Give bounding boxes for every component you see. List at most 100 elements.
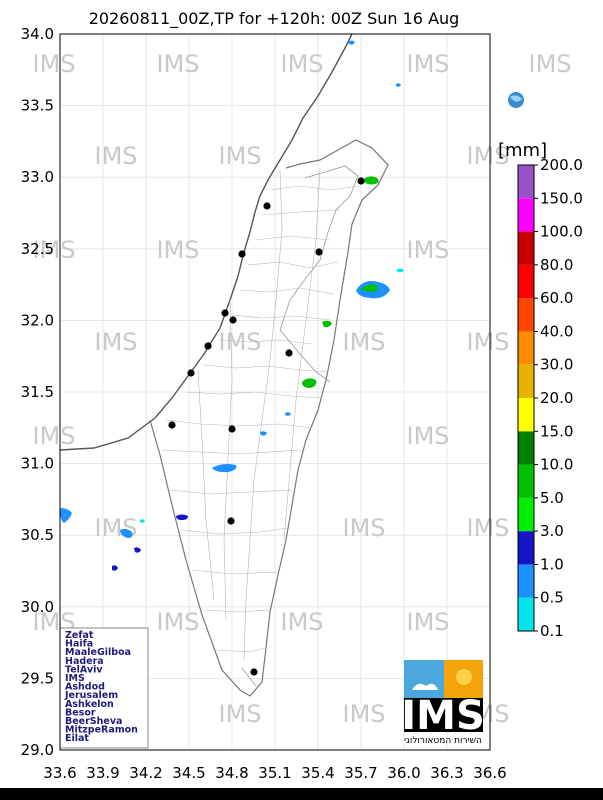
ims-logo: IMS השירות המטאורולוגי	[401, 660, 485, 746]
precip-patch	[260, 431, 267, 436]
ims-watermark: IMS	[466, 142, 509, 170]
admin-boundary	[161, 449, 301, 455]
city-marker	[263, 202, 271, 210]
admin-boundary	[185, 391, 323, 399]
admin-boundary	[203, 609, 271, 613]
y-tick-label: 33.5	[21, 97, 54, 115]
colorbar-swatch	[518, 398, 534, 432]
colorbar-swatch	[518, 531, 534, 565]
city-legend-item: Jerusalem	[64, 690, 118, 701]
inner-border	[241, 165, 359, 687]
colorbar-tick-label: 60.0	[540, 289, 573, 307]
colorbar-tick-label: 0.5	[540, 589, 564, 607]
city-legend-item: Eilat	[65, 733, 89, 744]
precip-patch	[176, 514, 188, 520]
colorbar-tick-label: 0.1	[540, 622, 564, 640]
y-tick-label: 30.0	[21, 598, 54, 616]
city-legend-item: MitzpeRamon	[65, 725, 138, 736]
colorbar-tick-label: 10.0	[540, 456, 573, 474]
precip-patch	[134, 547, 141, 553]
city-legend-list: ZefatHaifaMaaleGilboaHaderaTelAvivIMSAsh…	[64, 630, 138, 744]
ims-watermark: IMS	[156, 236, 199, 264]
colorbar-tick-label: 20.0	[540, 389, 573, 407]
y-tick-label: 32.0	[21, 311, 54, 329]
logo-dark-band	[404, 698, 483, 732]
colorbar-tick-label: 150.0	[540, 189, 583, 207]
precip-patch	[60, 508, 72, 523]
admin-boundary	[269, 185, 361, 191]
colorbar-swatch	[518, 597, 534, 631]
city-marker	[229, 316, 237, 324]
precip-patch	[360, 284, 378, 292]
precip-patch	[396, 83, 401, 87]
city-marker	[357, 177, 365, 185]
city-marker	[315, 248, 323, 256]
colorbar-unit: [mm]	[498, 140, 547, 161]
ims-watermark: IMS	[94, 514, 137, 542]
admin-boundary	[243, 169, 283, 661]
colorbar-swatch	[518, 464, 534, 498]
colorbar-tick-label: 1.0	[540, 555, 564, 573]
ims-watermark: IMS	[218, 700, 261, 728]
y-tick-label: 32.5	[21, 240, 54, 258]
y-tick-label: 29.5	[21, 669, 54, 687]
admin-boundary	[169, 489, 293, 495]
globe-highlight	[510, 95, 522, 102]
admin-boundary	[219, 339, 313, 345]
precip-patch	[363, 176, 379, 185]
x-tick-label: 36.0	[387, 764, 420, 782]
x-tick-label: 35.7	[344, 764, 377, 782]
city-markers	[168, 177, 365, 676]
city-legend-item: BeerSheva	[65, 716, 122, 727]
x-tick-label: 35.1	[258, 764, 291, 782]
precip-patch	[285, 412, 291, 416]
y-tick-label: 33.0	[21, 168, 54, 186]
x-tick-label: 33.6	[43, 764, 76, 782]
admin-boundary	[255, 235, 331, 241]
sun-icon	[456, 669, 472, 685]
admin-boundary	[239, 287, 335, 295]
admin-boundary	[247, 261, 339, 269]
figure-title: 20260811_00Z,TP for +120h: 00Z Sun 16 Au…	[89, 9, 460, 29]
colorbar-swatch	[518, 331, 534, 365]
city-marker	[285, 349, 293, 357]
city-marker	[227, 517, 235, 525]
city-legend-item: Ashkelon	[65, 699, 114, 710]
x-tick-label: 36.6	[473, 764, 506, 782]
ims-watermark: IMS	[466, 514, 509, 542]
colorbar-tick-label: 40.0	[540, 322, 573, 340]
city-legend: ZefatHaifaMaaleGilboaHaderaTelAvivIMSAsh…	[59, 627, 149, 749]
precip-patch	[120, 528, 133, 538]
y-axis-ticks: 34.0 33.5 33.0 32.5 32.0 31.5 31.0 30.5 30.0 29.5…	[21, 25, 54, 759]
ims-watermark: IMS	[94, 328, 137, 356]
cloud-icon	[412, 683, 438, 690]
x-tick-label: 33.9	[86, 764, 119, 782]
admin-boundary	[231, 314, 331, 321]
x-axis-ticks: 33.6 33.9 34.2 34.5 34.8 35.1 35.4 35.7 36.0 36.3…	[43, 764, 506, 782]
precip-patch	[396, 268, 404, 273]
ims-watermark: IMS	[406, 236, 449, 264]
city-marker	[187, 369, 195, 377]
precip-patch	[140, 519, 145, 523]
ims-watermark: IMS	[406, 422, 449, 450]
ims-watermark: IMS	[342, 328, 385, 356]
city-marker	[250, 668, 258, 676]
admin-boundary	[191, 569, 279, 575]
logo-text: IMS	[401, 693, 485, 739]
ims-watermark: IMS	[466, 328, 509, 356]
city-legend-item: MaaleGilboa	[65, 647, 131, 658]
admin-boundary	[197, 369, 215, 601]
colorbar-tick-label: 3.0	[540, 522, 564, 540]
city-marker	[221, 309, 229, 317]
admin-boundary	[179, 527, 289, 535]
city-legend-item: Besor	[65, 707, 96, 718]
ims-watermark: IMS	[218, 142, 261, 170]
y-tick-label: 31.5	[21, 383, 54, 401]
precip-patch	[348, 40, 355, 45]
colorbar-tick-label: 5.0	[540, 489, 564, 507]
city-marker	[204, 342, 212, 350]
precip-patch	[302, 378, 317, 388]
city-marker	[238, 250, 246, 258]
admin-boundary	[165, 419, 313, 429]
